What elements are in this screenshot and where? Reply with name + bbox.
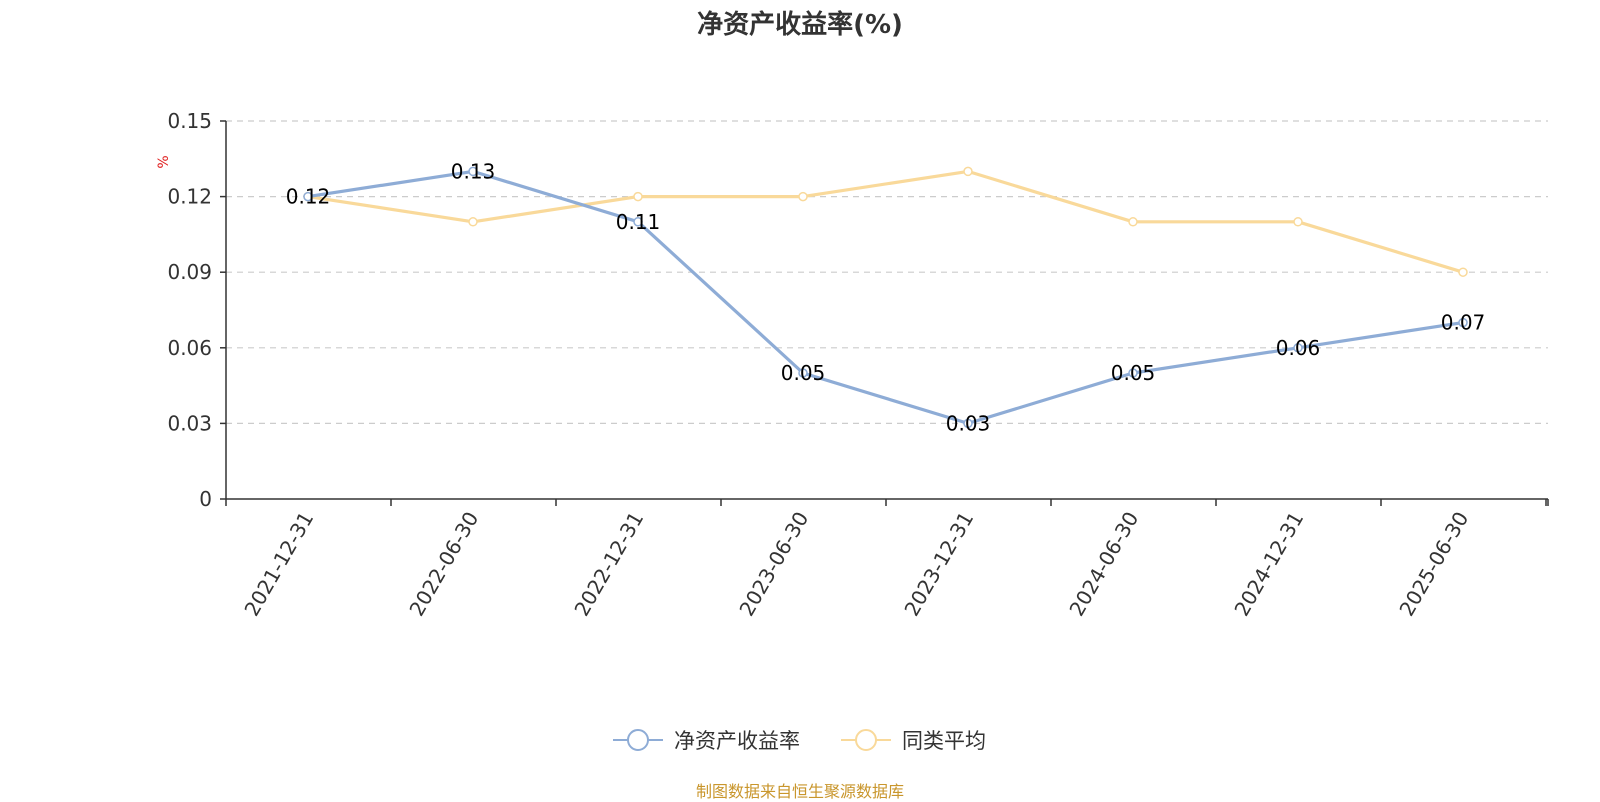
x-tick-label: 2021-12-31 <box>239 508 318 621</box>
chart-title: 净资产收益率(%) <box>697 10 903 40</box>
legend-marker <box>855 729 877 751</box>
data-point[interactable] <box>633 191 643 202</box>
x-tick-label: 2023-06-30 <box>734 508 813 621</box>
data-point[interactable] <box>1128 217 1138 227</box>
y-tick-label: 0.12 <box>167 185 212 209</box>
series-line-0 <box>307 169 1464 425</box>
data-point[interactable] <box>1128 368 1138 378</box>
data-point[interactable] <box>468 217 478 227</box>
y-tick-label: 0.15 <box>167 109 212 133</box>
data-label: 0.13 <box>451 159 496 183</box>
x-tick-label: 2025-06-30 <box>1394 508 1473 621</box>
data-label: 0.11 <box>616 210 661 234</box>
data-point[interactable] <box>468 166 478 177</box>
x-tick-label: 2022-06-30 <box>404 508 483 621</box>
data-labels: 0.12 0.13 0.11 0.05 0.03 0.05 0.06 0.07 <box>286 159 1486 435</box>
data-label: 0.05 <box>781 361 826 385</box>
series-line-1 <box>307 169 1464 274</box>
legend-marker <box>627 729 649 751</box>
y-tick-labels: 0 0.03 0.06 0.09 0.12 0.15 <box>167 109 212 511</box>
x-tick-labels: 2021-12-31 2022-06-30 2022-12-31 2023-06-30… <box>239 508 1473 621</box>
data-point[interactable] <box>1458 267 1468 277</box>
legend-item-0[interactable]: 净资产收益率 <box>613 729 800 753</box>
legend[interactable]: 净资产收益率 同类平均 <box>613 729 986 753</box>
y-tick-label: 0.06 <box>167 336 212 360</box>
data-label: 0.06 <box>1276 336 1321 360</box>
data-label: 0.03 <box>946 411 991 435</box>
data-point[interactable] <box>798 368 808 378</box>
data-point[interactable] <box>963 166 973 177</box>
x-tick-label: 2024-12-31 <box>1229 508 1308 621</box>
data-point[interactable] <box>963 418 973 429</box>
data-label: 0.07 <box>1441 311 1486 335</box>
y-tick-label: 0.03 <box>167 411 212 435</box>
data-point[interactable] <box>798 191 808 202</box>
grid-lines <box>220 120 1549 506</box>
data-point[interactable] <box>1293 217 1303 227</box>
data-point[interactable] <box>303 191 313 202</box>
data-label: 0.12 <box>286 185 331 209</box>
legend-label: 净资产收益率 <box>674 729 800 753</box>
data-label: 0.05 <box>1111 361 1156 385</box>
data-point[interactable] <box>633 217 643 227</box>
legend-item-1[interactable]: 同类平均 <box>841 729 986 753</box>
series-lines <box>303 166 1468 429</box>
x-tick-label: 2024-06-30 <box>1064 508 1143 621</box>
x-tick-label: 2023-12-31 <box>899 508 978 621</box>
axes <box>225 121 1548 500</box>
legend-label: 同类平均 <box>902 729 986 753</box>
y-tick-label: 0.09 <box>167 260 212 284</box>
data-point[interactable] <box>1458 317 1468 328</box>
y-axis-unit: % <box>156 155 172 168</box>
x-tick-label: 2022-12-31 <box>569 508 648 621</box>
data-point[interactable] <box>1293 343 1303 353</box>
y-tick-label: 0 <box>199 487 212 511</box>
source-note: 制图数据来自恒生聚源数据库 <box>695 782 904 801</box>
